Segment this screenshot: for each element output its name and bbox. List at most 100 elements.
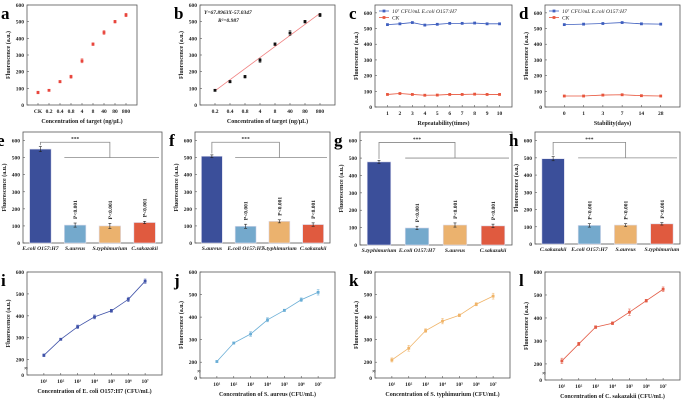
data-point	[448, 93, 452, 96]
data-point	[126, 297, 130, 301]
y-tick-label: 300	[534, 339, 543, 345]
y-tick-label: 0	[194, 376, 197, 382]
x-tick-label: S.aureus	[202, 246, 222, 252]
y-tick-label: 200	[16, 70, 25, 76]
x-tick-label: E.coli O157:H7	[226, 246, 264, 252]
y-tick-label: 200	[189, 360, 198, 366]
y-tick-label: 400	[364, 315, 373, 321]
y-tick-label: 500	[524, 156, 533, 162]
y-tick-label: 100	[349, 226, 358, 232]
x-tick-label: 0.2	[46, 109, 53, 115]
data-point	[386, 23, 389, 27]
bar	[442, 224, 468, 246]
data-point	[601, 22, 605, 25]
x-tick-label: 5	[436, 111, 439, 117]
y-tick-label: 400	[534, 316, 543, 322]
y-tick-label: 0	[354, 243, 357, 249]
y-tick-label: 400	[12, 173, 21, 179]
y-tick-label: 600	[349, 139, 358, 145]
x-tick-label: 4	[81, 109, 84, 115]
data-point	[243, 75, 247, 79]
y-tick-label: 300	[524, 190, 533, 196]
axis-break-icon: ≈	[24, 366, 27, 372]
y-tick-label: 300	[189, 338, 198, 344]
x-tick-label: 10⁴	[439, 382, 447, 388]
bar	[577, 225, 601, 245]
y-tick-label: 200	[349, 208, 358, 214]
legend-label: CK	[392, 16, 400, 22]
panel-label: l	[519, 271, 524, 290]
y-tick-label: 0	[529, 242, 532, 248]
data-point	[460, 93, 464, 96]
data-point	[659, 22, 663, 26]
x-tick-label: 10³	[247, 382, 255, 388]
data-point	[318, 13, 322, 17]
p-value-label: P<0.001	[108, 200, 114, 219]
x-tick-label: 8	[92, 109, 95, 115]
x-tick-label: 1	[386, 111, 389, 117]
data-point	[273, 42, 277, 46]
x-axis-label: Concentration of C. sakazakii (CFU/mL)	[560, 393, 665, 400]
x-tick-label: 800	[316, 109, 325, 115]
plot-frame	[544, 4, 681, 108]
fit-r-squared: R²=0.987	[217, 18, 239, 24]
p-value-label: P<0.001	[415, 203, 421, 222]
data-point	[93, 315, 96, 319]
panel-h: h 0 100 200 300 400 500 600 Fluorescence (a.u.) C…	[509, 131, 681, 253]
data-point	[435, 22, 439, 26]
bar	[234, 225, 257, 244]
data-point	[76, 325, 80, 329]
data-point	[473, 92, 477, 96]
plot-frame	[374, 271, 511, 379]
y-tick-label: 400	[349, 173, 358, 179]
y-tick-label: 100	[12, 224, 21, 230]
data-point	[562, 94, 566, 98]
x-tick-label: 10²	[575, 384, 583, 390]
data-point	[91, 42, 95, 46]
x-tick-label: 10³	[592, 384, 600, 390]
p-value-label: P<0.001	[491, 201, 497, 220]
y-tick-label: 200	[524, 208, 533, 214]
y-tick-label: 100	[364, 89, 373, 95]
x-axis-label: Concentration of target (ng/μL)	[41, 118, 122, 125]
legend-marker	[382, 16, 386, 19]
x-tick-label: 0.4	[227, 109, 234, 115]
data-point	[282, 308, 286, 312]
data-point	[58, 80, 62, 84]
p-value-label: P<0.001	[453, 200, 459, 219]
axis-break-icon: ≈	[372, 369, 375, 375]
y-tick-label: 100	[534, 89, 543, 95]
x-tick-label: 10³	[74, 379, 82, 385]
data-point	[390, 358, 394, 362]
bar	[268, 221, 291, 244]
x-axis-label: Stability(days)	[594, 120, 631, 127]
panel-a: a 0 100 200 300 400 500 600 Fluorescence (a.u.) C…	[1, 3, 138, 125]
x-axis-label: Concentration of E. coli O157:H7 (CFU/mL…	[37, 388, 151, 395]
plot-frame	[534, 131, 681, 245]
y-tick-label: 400	[189, 315, 198, 321]
panel-label: c	[349, 4, 357, 23]
bar	[614, 224, 638, 245]
data-point	[80, 59, 84, 63]
y-tick-label: 500	[364, 27, 373, 33]
p-value-label: P<0.001	[277, 197, 283, 216]
y-tick-label: 600	[524, 139, 533, 145]
panel-k: k 0 200 300 400 500 600 ≈ Fluorescence (a.u.) Con…	[349, 270, 511, 398]
y-tick-label: 500	[349, 156, 358, 162]
panel-label: d	[519, 4, 529, 23]
x-tick-label: 10⁶	[125, 379, 133, 385]
x-tick-label: 10⁶	[298, 382, 306, 388]
data-point	[249, 332, 253, 336]
x-tick-label: E.coli O157:H7	[570, 247, 608, 253]
panel-e: e 0 100 200 300 400 500 600 Fluorescence (a.u.) E…	[0, 131, 163, 252]
x-tick-label: 0.8	[68, 109, 75, 115]
y-tick-label: 500	[534, 293, 543, 299]
y-tick-label: 500	[364, 293, 373, 299]
x-tick-label: 40	[101, 109, 107, 115]
y-tick-label: 600	[16, 270, 25, 276]
y-axis-label: Fluorescence (a.u.)	[178, 301, 185, 349]
data-point	[228, 80, 232, 84]
x-tick-label: S.typhimurium	[362, 248, 397, 254]
significance-bracket	[211, 141, 280, 158]
